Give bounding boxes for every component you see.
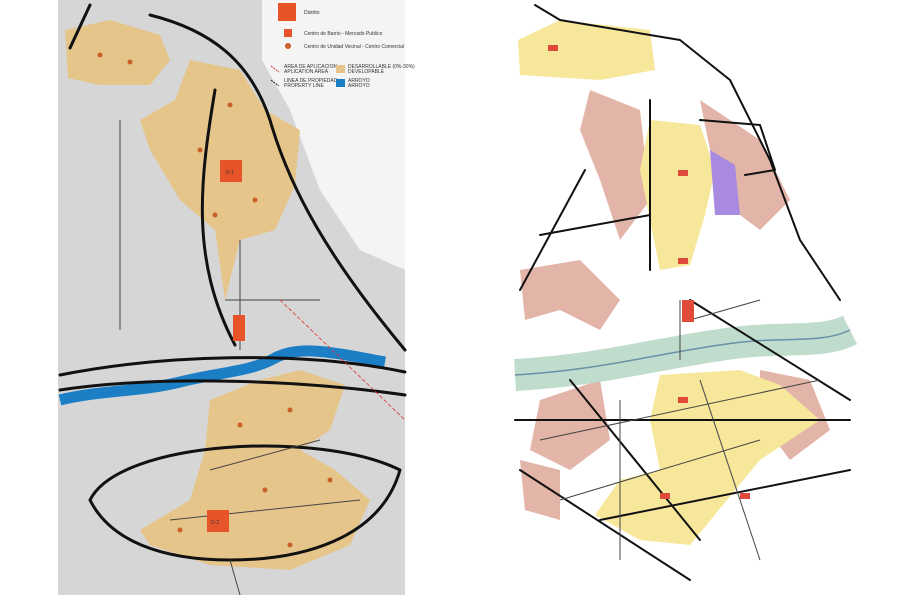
legend-swatch [284, 29, 292, 37]
street [539, 299, 821, 561]
right-plan [514, 4, 858, 581]
legend: Distrito Centro de Barrio - Mercado Publ… [270, 3, 415, 89]
flat-area [262, 0, 405, 270]
legend-label: DEVELOPABLE [348, 69, 385, 75]
map-marker [740, 493, 750, 499]
legend-label: LINEA DE PROPIEDAD [284, 78, 338, 84]
legend-label: ARROYO [348, 83, 370, 89]
district [233, 315, 245, 341]
map-marker [580, 90, 650, 240]
map-marker [127, 59, 133, 65]
map-label: D-2 [211, 520, 219, 526]
map-marker [327, 477, 333, 483]
centers [97, 52, 333, 548]
map-marker [262, 487, 268, 493]
map-marker [548, 45, 558, 51]
map-marker [212, 212, 218, 218]
legend-swatch [285, 43, 291, 49]
map-marker [520, 260, 620, 330]
highway [58, 356, 407, 397]
district [682, 300, 694, 322]
map-marker [227, 102, 233, 108]
road [200, 88, 237, 347]
map-marker [177, 527, 183, 533]
map-marker [530, 380, 610, 470]
legend-swatch [278, 3, 296, 21]
map-marker [660, 493, 670, 499]
map-label: D-1 [226, 170, 234, 176]
centers [548, 45, 750, 499]
legend-label: Distrito [304, 10, 320, 16]
developable-area [518, 20, 655, 80]
ring-road [88, 444, 402, 562]
legend-swatch [336, 65, 345, 73]
street [119, 120, 361, 595]
left-plan: D-1 D-2 [58, 0, 407, 595]
road [68, 3, 407, 352]
map-marker [287, 407, 293, 413]
map-marker [287, 542, 293, 548]
legend-label: Centro de Barrio - Mercado Publico [304, 31, 383, 37]
developable-area [140, 370, 370, 570]
map-marker [678, 397, 688, 403]
developable-area [640, 120, 715, 270]
district [207, 510, 229, 532]
map-marker [197, 147, 203, 153]
legend-swatch [336, 79, 345, 87]
legend-label: DESARROLLABLE (0%-30%) [348, 64, 415, 70]
application-area [279, 299, 406, 421]
developable-area [595, 370, 820, 545]
legend-label: AREA DE APLICACION [284, 64, 337, 70]
map-marker [97, 52, 103, 58]
legend-label: PROPERTY LINE [284, 83, 324, 89]
road [514, 4, 851, 581]
special-area [710, 150, 740, 215]
legend-swatch [270, 79, 280, 87]
legend-label: Centro de Unidad Vecinal - Centro Comerc… [304, 44, 404, 50]
river [514, 329, 851, 376]
legend-label: APLICATION AREA [284, 69, 329, 75]
district [220, 160, 242, 182]
map-marker [678, 258, 688, 264]
map-marker [252, 197, 258, 203]
arroyo [58, 345, 386, 406]
developable-area [65, 20, 170, 85]
map-marker [237, 422, 243, 428]
map-marker [520, 460, 560, 520]
map-marker [678, 170, 688, 176]
legend-swatch [270, 65, 280, 73]
legend-label: ARROYO [348, 78, 370, 84]
